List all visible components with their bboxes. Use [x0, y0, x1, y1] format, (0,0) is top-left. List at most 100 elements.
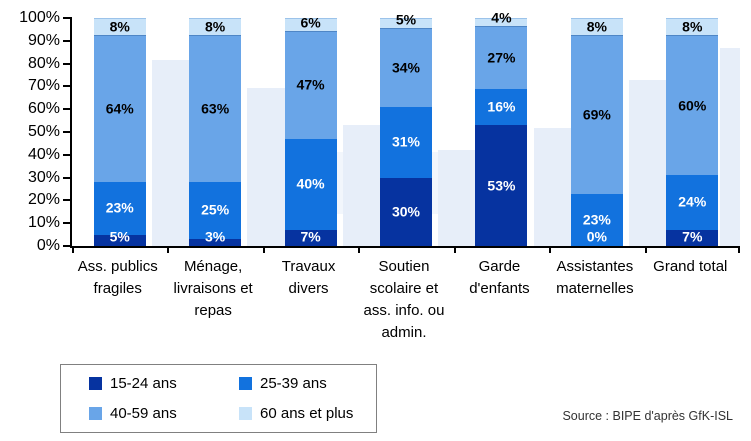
y-axis-label: 0% [36, 237, 60, 254]
bar-segment [380, 29, 432, 107]
legend: 15-24 ans 25-39 ans 40-59 ans 60 ans et plu… [60, 364, 377, 433]
data-label: 16% [487, 98, 516, 115]
data-label: 5% [109, 228, 130, 245]
x-axis-tick [358, 246, 361, 253]
y-axis-tick [63, 199, 72, 202]
data-label: 7% [300, 228, 321, 245]
bar-segment [380, 177, 432, 246]
data-label: 6% [300, 14, 321, 31]
y-axis-tick [63, 176, 72, 179]
x-axis-tick [549, 246, 552, 253]
data-label: 34% [391, 59, 421, 76]
data-label: 60% [678, 97, 707, 114]
y-axis-tick [63, 85, 72, 88]
legend-item: 40-59 ans [89, 405, 239, 422]
y-axis-tick [63, 245, 72, 247]
legend-swatch-icon [239, 377, 252, 390]
legend-swatch-icon [89, 377, 102, 390]
category-label: Ménage, livraisons et repas [173, 258, 253, 319]
category-label: Soutien scolaire et ass. info. ou admin. [363, 258, 445, 341]
y-axis-label: 40% [27, 145, 60, 163]
bar-segment [93, 182, 146, 235]
y-axis-label: 10% [27, 214, 60, 232]
data-label: 24% [678, 193, 707, 210]
bar-segment [284, 18, 337, 32]
y-axis-label: 70% [27, 77, 60, 95]
bar-segment [475, 27, 528, 89]
watermark-strip [152, 60, 193, 246]
y-axis-label: 20% [27, 191, 60, 209]
x-axis-tick [167, 246, 170, 253]
legend-item: 15-24 ans [89, 375, 239, 392]
data-label: 53% [487, 177, 516, 194]
y-axis-tick [63, 17, 72, 19]
y-axis-tick [63, 131, 72, 133]
y-axis-label: 60% [27, 100, 60, 118]
bar-segment [93, 36, 146, 183]
legend-label: 15-24 ans [110, 375, 177, 392]
data-label: 63% [201, 100, 230, 117]
legend-item: 25-39 ans [239, 375, 376, 392]
data-label: 40% [296, 175, 325, 192]
bar-segment [380, 18, 432, 30]
legend-swatch-icon [89, 407, 102, 420]
y-axis-label: 100% [19, 9, 60, 26]
legend-swatch-icon [239, 407, 252, 420]
data-label: 23% [105, 199, 134, 216]
bar-segment [284, 31, 337, 139]
data-label: 23% [582, 211, 611, 228]
bar-segment [570, 18, 623, 37]
data-label: 31% [391, 133, 421, 150]
data-label: 0% [586, 228, 607, 245]
watermark-strip [720, 48, 740, 246]
data-label: 8% [682, 18, 703, 35]
y-axis-tick [63, 153, 72, 156]
category-label: Travaux divers [281, 258, 336, 297]
data-label: 27% [487, 49, 516, 66]
watermark-strip [629, 80, 670, 246]
data-label: 30% [391, 203, 421, 220]
bar-segment [475, 18, 528, 28]
bar-segment [93, 18, 146, 37]
data-label: 69% [582, 106, 611, 123]
bar-segment [93, 234, 146, 246]
bar-segment [475, 125, 528, 246]
legend-item: 60 ans et plus [239, 405, 376, 422]
bar-segment [189, 36, 242, 182]
watermark-strip [343, 125, 384, 246]
source-text: Source : BIPE d'après GfK-ISL [562, 409, 733, 423]
category-label: Grand total [653, 258, 728, 275]
bar-segment [570, 36, 623, 194]
watermark-strip [438, 150, 479, 246]
y-axis-tick [63, 39, 72, 42]
data-label: 4% [491, 9, 512, 26]
bar-segment [380, 106, 432, 178]
bar-segment [284, 230, 337, 246]
bar-segment [666, 18, 719, 37]
y-axis-label: 80% [27, 54, 60, 72]
y-axis-label: 30% [27, 168, 60, 186]
data-label: 47% [296, 76, 325, 93]
x-axis-tick [453, 246, 456, 253]
category-label: Ass. publics fragiles [77, 258, 158, 297]
data-label: 3% [205, 228, 226, 245]
bar-segment [570, 193, 623, 246]
data-label: 25% [201, 201, 230, 218]
data-label: 5% [395, 11, 417, 28]
category-label: Assistantes maternelles [556, 258, 634, 297]
bar-segment [189, 181, 242, 240]
y-axis-tick [63, 222, 72, 225]
bar-segment [189, 18, 242, 37]
data-label: 64% [105, 100, 134, 117]
legend-label: 40-59 ans [110, 405, 177, 422]
bar-segment [666, 36, 719, 175]
plot-area: 5% 23% 64% 8% 3% 25% 63% 8% 7% 40% 47% 6% 30% 31% 34% 5… [63, 10, 740, 253]
bar-segment [189, 239, 242, 246]
x-axis-tick [644, 246, 647, 253]
data-label: 8% [586, 18, 607, 35]
bar-segment [666, 229, 719, 246]
bar-segment [666, 174, 719, 230]
category-label: Garde d'enfants [469, 258, 530, 297]
bar-segment [284, 138, 337, 231]
